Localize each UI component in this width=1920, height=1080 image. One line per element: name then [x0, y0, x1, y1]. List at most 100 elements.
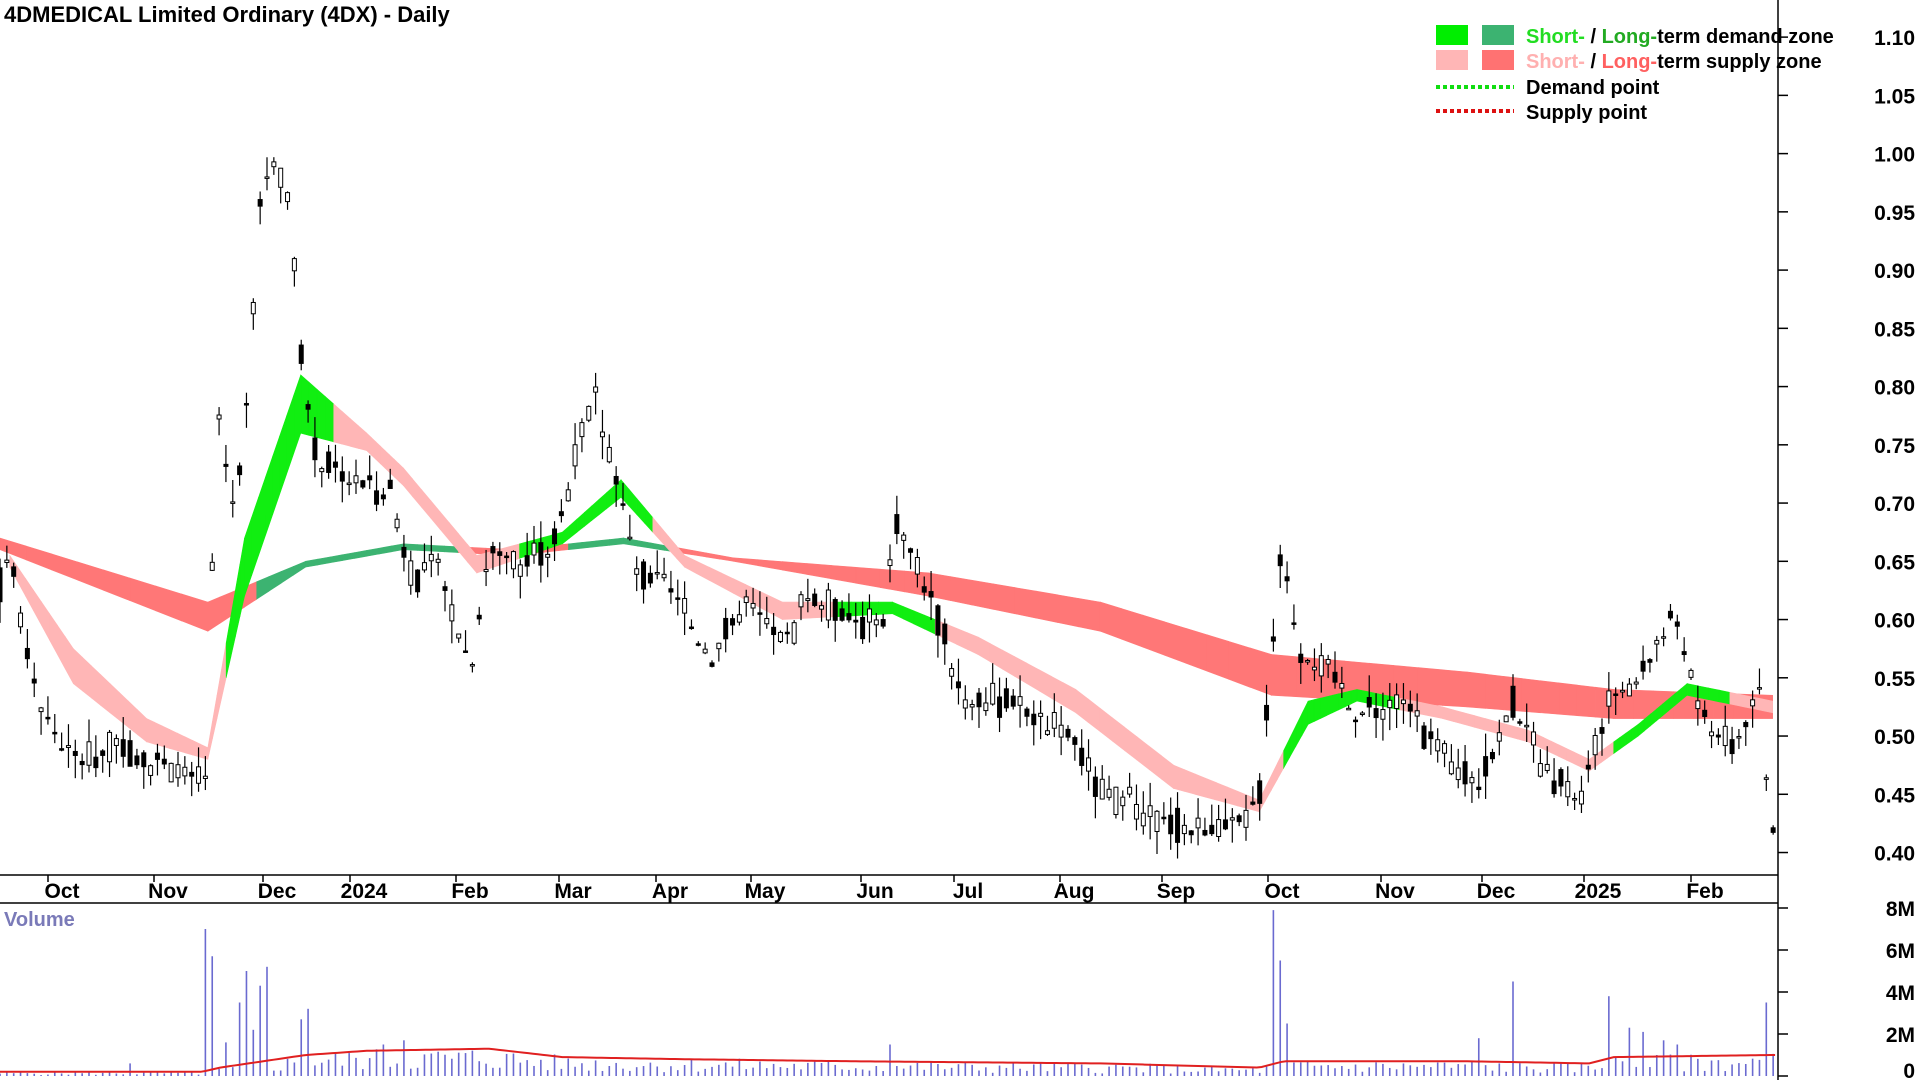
volume-layer [0, 910, 1776, 1076]
candle-body [997, 696, 1003, 718]
candle-body [1722, 725, 1728, 747]
candle-body [1305, 660, 1311, 663]
short-term-zone-band [169, 729, 178, 751]
candle-body [1099, 778, 1105, 800]
candle-body [627, 536, 633, 540]
candle-body [654, 572, 660, 575]
candle-body [716, 642, 722, 650]
candle-body [1640, 660, 1646, 672]
candle-body [1216, 819, 1222, 838]
candle-body [1106, 788, 1112, 798]
short-term-zone-band [1485, 718, 1497, 734]
candle-body [387, 479, 393, 489]
candle-body [394, 518, 400, 529]
candle-body [1688, 669, 1694, 678]
candle-body [1756, 687, 1762, 690]
candle-body [1031, 713, 1037, 726]
candle-body [777, 631, 783, 642]
candle-body [661, 573, 667, 579]
candle-body [969, 704, 975, 708]
candle-body [990, 682, 996, 705]
time-tick-label: 2025 [1575, 880, 1622, 903]
candle-body [1079, 747, 1085, 766]
candle-body [435, 558, 441, 563]
candle-body [1537, 763, 1543, 777]
price-tick-label: 0.80 [1874, 377, 1915, 400]
time-tick-label: Mar [554, 880, 591, 903]
candle-body [1229, 817, 1235, 821]
candle-body [1092, 776, 1098, 797]
candle-body [1311, 666, 1317, 671]
legend-demand-rest: term demand zone [1657, 26, 1834, 48]
short-term-zone-band [176, 732, 186, 754]
candle-body [1544, 763, 1550, 771]
price-tick-label: 0.60 [1874, 610, 1915, 633]
time-tick-label: Feb [1686, 880, 1723, 903]
candle-body [1359, 712, 1365, 716]
candle-body [1072, 737, 1078, 745]
candle-body [641, 561, 647, 590]
short-term-zone-band [1350, 689, 1358, 705]
short-term-zone-band [1356, 689, 1369, 704]
candle-body [1435, 739, 1441, 752]
candle-body [565, 489, 571, 502]
legend-supply-zone: Short- / Long-term supply zone [1526, 51, 1822, 73]
candle-body [634, 568, 640, 575]
candle-body [264, 176, 270, 179]
candle-body [223, 463, 229, 467]
short-term-zone-band [1686, 683, 1699, 698]
candle-body [1140, 812, 1146, 827]
time-tick-label: Oct [44, 880, 79, 903]
candle-body [1277, 554, 1283, 567]
short-term-zone-band [1463, 712, 1475, 728]
candle-body [11, 566, 17, 577]
candle-body [442, 586, 448, 591]
candle-body [606, 446, 612, 463]
candle-body [1407, 703, 1413, 712]
candle-body [620, 503, 626, 506]
candle-body [1736, 736, 1742, 739]
long-term-zone-band [1442, 669, 1468, 708]
long-term-zone-band [1206, 634, 1229, 680]
candle-body [285, 192, 291, 203]
short-term-zone-band [146, 718, 155, 745]
candle-body [175, 764, 181, 779]
long-term-zone-band [993, 583, 1015, 615]
price-tick-label: 0.40 [1874, 843, 1915, 866]
candle-body [24, 647, 30, 660]
candle-body [374, 490, 380, 505]
price-tick-label: 0.55 [1874, 668, 1915, 691]
candle-body [1284, 576, 1290, 582]
candle-body [866, 608, 872, 623]
candle-body [463, 650, 469, 653]
candle-body [490, 546, 496, 554]
candle-body [1366, 697, 1372, 708]
candle-body [908, 548, 914, 553]
candle-body [928, 591, 934, 598]
time-tick-label: Sep [1157, 880, 1196, 903]
candle-body [695, 643, 701, 646]
time-tick-label: 2024 [341, 880, 388, 903]
time-tick-label: Apr [652, 880, 688, 903]
short-term-zone-band [333, 403, 343, 445]
long-term-zone-band [1558, 682, 1578, 716]
candle-body [196, 766, 202, 784]
long-term-zone-band [1540, 680, 1560, 715]
candle-body [1339, 682, 1345, 689]
candle-body [0, 567, 3, 603]
long-term-zone-band [1057, 594, 1080, 628]
candle-body [1633, 681, 1639, 685]
candle-body [38, 707, 44, 713]
candle-body [421, 562, 427, 571]
candle-body [1318, 655, 1324, 677]
candle-body [1325, 658, 1331, 665]
candle-body [839, 608, 845, 621]
price-tick-label: 0.85 [1874, 318, 1915, 341]
time-tick-label: Dec [1477, 880, 1516, 903]
candle-body [1168, 814, 1174, 835]
candle-body [449, 604, 455, 622]
legend-demand-zone: Short- / Long-term demand zone [1526, 26, 1834, 48]
candle-body [216, 414, 222, 420]
long-term-zone-band [1466, 671, 1486, 709]
